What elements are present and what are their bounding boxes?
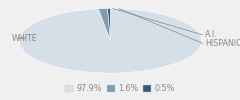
Wedge shape [108, 8, 110, 41]
Wedge shape [98, 8, 110, 41]
Wedge shape [19, 8, 202, 73]
Legend: 97.9%, 1.6%, 0.5%: 97.9%, 1.6%, 0.5% [62, 81, 178, 96]
Text: HISPANIC: HISPANIC [205, 39, 240, 48]
Text: WHITE: WHITE [12, 34, 38, 43]
Text: A.I.: A.I. [205, 30, 218, 39]
